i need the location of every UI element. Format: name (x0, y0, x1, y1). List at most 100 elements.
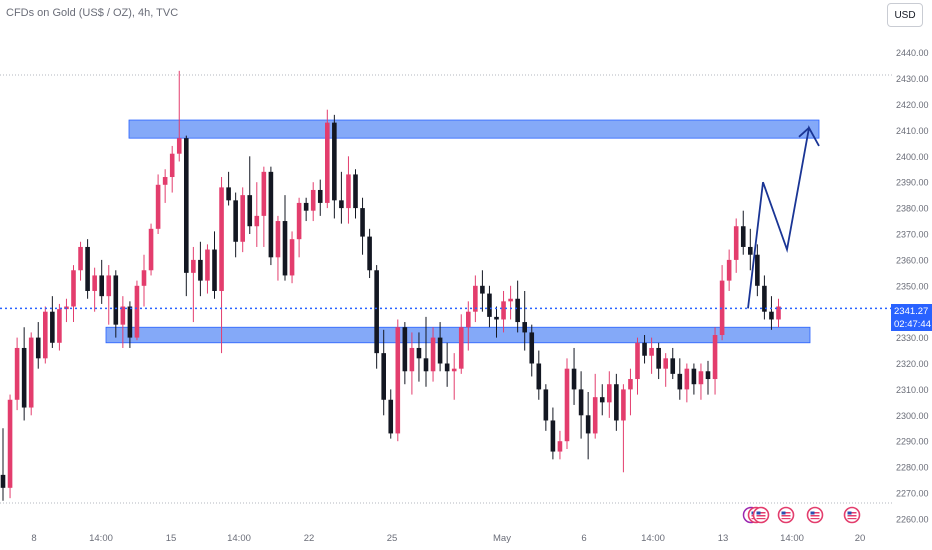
candle-body (458, 327, 464, 369)
candle-body (155, 184, 161, 229)
candle-body (550, 420, 556, 452)
candle-body (536, 363, 542, 390)
candle-body (14, 347, 20, 400)
candle-body (437, 337, 443, 364)
candle-body (409, 347, 415, 372)
price-tick-label: 2410.00 (896, 126, 929, 136)
candle-body (635, 342, 640, 380)
price-scale[interactable]: 2440.00 2430.00 2420.00 2410.00 2400.00 2390.… (896, 48, 929, 524)
price-tick-label: 2380.00 (896, 204, 929, 214)
candle-body (205, 249, 210, 281)
candle-body (240, 195, 245, 242)
candle-body (261, 171, 267, 216)
chart-title: CFDs on Gold (US$ / OZ), 4h, TVC (6, 7, 179, 19)
candle-body (7, 399, 13, 488)
candle-body (656, 347, 661, 369)
us-flag-icon[interactable] (777, 506, 795, 524)
candle-body (769, 311, 774, 320)
candle-body (430, 337, 436, 372)
candle-body (57, 309, 62, 343)
candle-body (317, 189, 323, 203)
candle-body (247, 195, 253, 227)
price-tick-label: 2270.00 (896, 489, 929, 499)
candle-body (444, 363, 450, 372)
candle-body (755, 254, 760, 286)
time-tick-label: May (493, 533, 511, 544)
candle-body (557, 441, 563, 452)
candle-body (233, 200, 238, 242)
candle-body (388, 399, 394, 434)
candle-body (120, 306, 126, 325)
candle-body (325, 122, 330, 203)
candle-body (296, 202, 302, 240)
candle-body (776, 306, 781, 320)
projection-arrowhead (798, 127, 810, 138)
time-tick-label: 13 (718, 533, 729, 544)
time-tick-label: 8 (31, 533, 36, 544)
candle-body (501, 301, 506, 320)
economic-events[interactable] (742, 506, 861, 524)
candle-body (35, 337, 41, 359)
time-tick-label: 14:00 (641, 533, 665, 544)
candle-body (649, 347, 654, 356)
candle-body (466, 311, 471, 328)
candle-body (162, 177, 168, 185)
price-tick-label: 2360.00 (896, 255, 929, 265)
candle-body (762, 285, 767, 312)
candle-body (176, 138, 182, 154)
candle-body (719, 280, 725, 336)
price-tick-label: 2430.00 (896, 74, 929, 84)
price-tick-label: 2290.00 (896, 437, 929, 447)
time-axis[interactable]: 8 14:00 15 14:00 22 25 May 6 14:00 13 14:00 20 (31, 533, 865, 544)
currency-button[interactable]: USD (887, 3, 923, 27)
candle-body (663, 358, 668, 369)
candle-body (184, 138, 189, 273)
candle-body (332, 122, 337, 201)
candle-body (402, 327, 408, 372)
candle-body (628, 379, 633, 390)
bar-countdown: 02:47:44 (894, 319, 931, 330)
us-flag-icon[interactable] (752, 506, 770, 524)
candle-body (148, 228, 154, 271)
candle-body (226, 187, 231, 201)
candle-body (219, 187, 224, 291)
us-flag-icon[interactable] (843, 506, 861, 524)
candle-body (113, 275, 119, 325)
candle-body (43, 311, 48, 359)
projection-path[interactable] (747, 125, 820, 309)
candle-body (698, 371, 704, 385)
resistance-zone[interactable] (128, 119, 820, 139)
us-flag-icon[interactable] (806, 506, 824, 524)
candle-body (423, 358, 429, 372)
price-tick-label: 2280.00 (896, 463, 929, 473)
time-tick-label: 25 (387, 533, 398, 544)
chart-gridlines (0, 74, 892, 504)
candle-body (705, 371, 711, 380)
price-tick-label: 2400.00 (896, 152, 929, 162)
candle-body (691, 368, 697, 385)
candle-body (416, 347, 422, 359)
candle-body (78, 246, 83, 271)
candle-body (92, 275, 97, 291)
candle-body (642, 342, 647, 356)
candle-body (740, 226, 746, 247)
candlestick-series (0, 70, 781, 501)
candle-body (127, 306, 133, 338)
price-tick-label: 2260.00 (896, 514, 929, 524)
candle-body (106, 275, 112, 297)
candle-body (289, 239, 295, 276)
support-zone[interactable] (105, 326, 811, 344)
candle-body (268, 171, 274, 258)
candle-body (212, 249, 217, 291)
candle-body (480, 285, 485, 294)
candle-body (508, 298, 513, 302)
time-tick-label: 20 (855, 533, 866, 544)
time-tick-label: 14:00 (780, 533, 804, 544)
current-price-label: 2341.27 02:47:44 (891, 304, 932, 331)
candle-body (339, 200, 344, 209)
price-tick-label: 2370.00 (896, 230, 929, 240)
candle-body (381, 353, 386, 400)
candle-body (85, 246, 90, 291)
candle-body (522, 322, 527, 333)
